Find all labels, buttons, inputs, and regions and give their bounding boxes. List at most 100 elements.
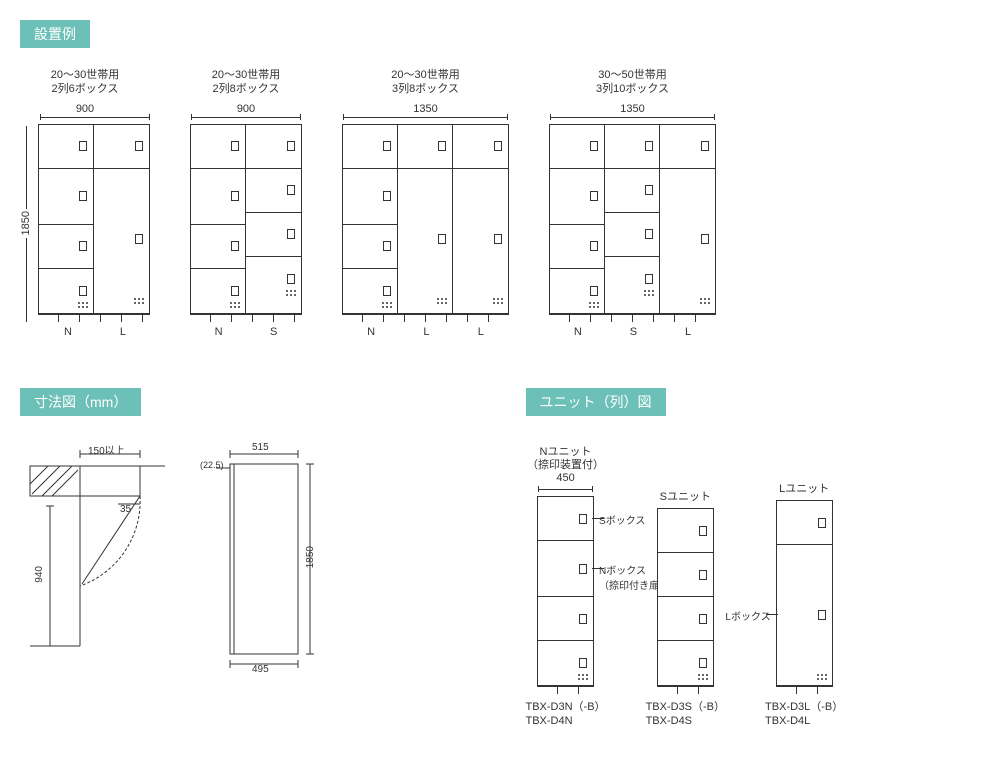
lock-handle-icon — [231, 191, 239, 201]
locker-column — [343, 125, 398, 313]
column-label: S — [630, 326, 637, 338]
unit-top-label: Nユニット（捺印装置付）450 — [527, 446, 604, 486]
vent-icon — [285, 289, 297, 297]
column-label: S — [270, 326, 277, 338]
column-label: L — [423, 326, 429, 338]
column-labels: NL — [40, 326, 150, 338]
locker-box — [453, 169, 508, 309]
vent-icon — [697, 673, 709, 681]
lock-handle-icon — [590, 141, 598, 151]
dimension-drawing-section: 寸法図（mm） — [20, 388, 466, 729]
unit-model-label: TBX-D3L（-B）TBX-D4L — [765, 700, 843, 729]
locker-box — [660, 169, 715, 309]
locker-box — [538, 597, 593, 641]
locker-base — [38, 314, 150, 322]
lock-handle-icon — [590, 241, 598, 251]
locker-example: 20～30世帯用3列8ボックス1350NLL — [342, 68, 509, 338]
lock-handle-icon — [699, 658, 707, 668]
column-label: L — [478, 326, 484, 338]
locker-example: 20～30世帯用2列8ボックス900NS — [190, 68, 302, 338]
locker-base — [657, 686, 714, 694]
locker-base — [537, 686, 594, 694]
locker-base — [549, 314, 716, 322]
lock-handle-icon — [135, 234, 143, 244]
unit-model-label: TBX-D3N（-B）TBX-D4N — [526, 700, 606, 729]
dim-225: (22.5) — [200, 460, 224, 470]
locker-box — [94, 169, 149, 309]
lock-handle-icon — [701, 234, 709, 244]
side-view-diagram: 515 (22.5) 495 1850 — [210, 446, 320, 676]
dim-35: 35 — [120, 504, 131, 515]
lock-handle-icon — [590, 286, 598, 296]
locker-box — [191, 125, 245, 169]
locker-box — [343, 269, 397, 313]
lock-handle-icon — [645, 274, 653, 284]
column-label: N — [64, 326, 72, 338]
bottom-row: 寸法図（mm） — [20, 388, 971, 729]
dim-1850: 1850 — [305, 546, 316, 568]
unit-top-label: Lユニット — [779, 483, 829, 496]
lock-handle-icon — [494, 141, 502, 151]
lock-handle-icon — [438, 141, 446, 151]
locker-box — [605, 125, 659, 169]
column-label: N — [215, 326, 223, 338]
locker-column — [605, 125, 660, 313]
lock-handle-icon — [699, 570, 707, 580]
locker-example: 30～50世帯用3列10ボックス1350NSL — [549, 68, 716, 338]
locker-box — [398, 169, 452, 309]
locker-column — [777, 501, 832, 685]
section2-header: 寸法図（mm） — [20, 388, 141, 416]
locker-box — [538, 641, 593, 685]
lock-handle-icon — [818, 610, 826, 620]
locker-box — [777, 501, 832, 545]
lock-handle-icon — [645, 141, 653, 151]
locker-column — [94, 125, 149, 313]
width-dimension: 1350 — [343, 103, 508, 115]
column-label: N — [574, 326, 582, 338]
vent-icon — [492, 297, 504, 305]
vent-icon — [381, 301, 393, 309]
lock-handle-icon — [579, 658, 587, 668]
lock-handle-icon — [287, 274, 295, 284]
unit-column: Nユニット（捺印装置付）450SボックスNボックス（捺印付き扉）TBX-D3N（… — [526, 446, 606, 729]
locker-box — [39, 269, 93, 313]
section3-header: ユニット（列）図 — [526, 388, 666, 416]
column-label: L — [120, 326, 126, 338]
locker-box — [550, 225, 604, 269]
lock-handle-icon — [818, 518, 826, 528]
locker-base — [776, 686, 833, 694]
lock-handle-icon — [383, 141, 391, 151]
lock-handle-icon — [438, 234, 446, 244]
unit-top-label: Sユニット — [660, 491, 711, 504]
locker-box — [538, 541, 593, 597]
locker-box — [550, 125, 604, 169]
width-dimension: 900 — [191, 103, 301, 115]
locker-base — [342, 314, 509, 322]
lock-handle-icon — [231, 241, 239, 251]
locker-box — [658, 597, 713, 641]
locker-column — [550, 125, 605, 313]
locker-box — [246, 213, 301, 257]
lock-handle-icon — [231, 286, 239, 296]
locker-example: 20～30世帯用2列6ボックス9001850NL — [20, 68, 150, 338]
installation-examples-row: 20～30世帯用2列6ボックス9001850NL20～30世帯用2列8ボックス9… — [20, 68, 971, 338]
lock-handle-icon — [699, 526, 707, 536]
locker-box — [39, 225, 93, 269]
locker-box — [658, 553, 713, 597]
locker-box — [94, 125, 149, 169]
locker-box — [538, 497, 593, 541]
lock-handle-icon — [383, 191, 391, 201]
locker-column — [538, 497, 593, 685]
wall-opening-diagram: 150以上 940 35 — [20, 446, 180, 656]
locker-box — [660, 125, 715, 169]
locker-box — [777, 545, 832, 685]
locker-box — [246, 125, 301, 169]
height-dimension: 1850 — [20, 126, 32, 322]
locker-box — [39, 125, 93, 169]
lock-handle-icon — [231, 141, 239, 151]
dim-495: 495 — [252, 664, 269, 675]
lock-handle-icon — [287, 229, 295, 239]
unit-column: LユニットLボックスTBX-D3L（-B）TBX-D4L — [765, 483, 843, 729]
dim-150: 150以上 — [88, 442, 125, 457]
locker-column — [660, 125, 715, 313]
